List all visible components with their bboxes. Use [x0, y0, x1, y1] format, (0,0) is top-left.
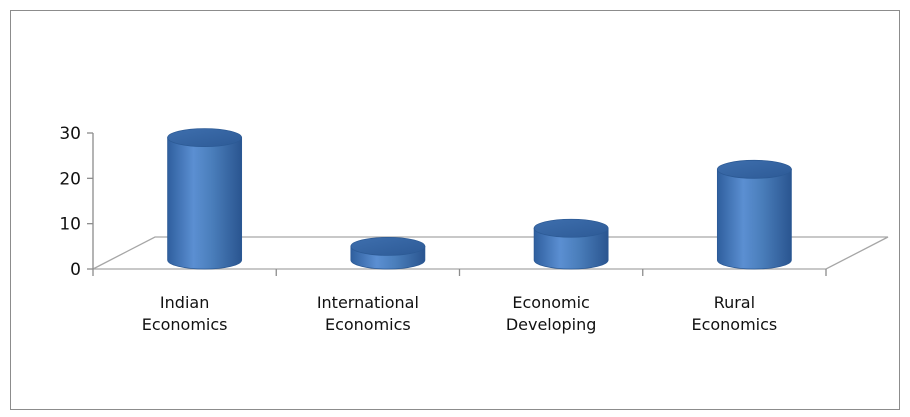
y-tick-label: 20: [59, 169, 81, 189]
bar-top: [716, 159, 792, 179]
x-category-label-line: Rural: [714, 293, 755, 312]
x-category-label-line: Economics: [325, 315, 411, 334]
x-category-label-line: International: [317, 293, 419, 312]
cylinder-bar-chart: 0 10 20 30 Indian Economics International Econ…: [59, 124, 889, 334]
category-axis: Indian Economics International Economics Eco…: [142, 293, 778, 334]
bar-top: [533, 218, 609, 238]
x-category-label-line: Developing: [506, 315, 597, 334]
y-tick-label: 30: [59, 124, 81, 144]
chart-frame: 0 10 20 30 Indian Economics International Econ…: [10, 10, 900, 410]
bar-cylinder: [716, 159, 792, 270]
x-category-label: International Economics: [317, 293, 419, 334]
x-category-label: Economic Developing: [506, 293, 597, 334]
bar-cylinder: [350, 236, 426, 270]
x-category-label-line: Economics: [142, 315, 228, 334]
value-axis: 0 10 20 30: [59, 124, 827, 280]
bar-body: [533, 227, 609, 270]
bars: [167, 128, 792, 270]
bar-top: [350, 236, 426, 256]
bar-cylinder: [533, 218, 609, 270]
x-category-label-line: Indian: [160, 293, 209, 312]
x-category-label: Rural Economics: [691, 293, 777, 334]
bar-cylinder: [167, 128, 243, 270]
bar-top: [167, 128, 243, 147]
bar-body: [716, 168, 792, 270]
y-tick-label: 0: [70, 260, 81, 280]
x-category-label-line: Economic: [512, 293, 589, 312]
x-category-label-line: Economics: [691, 315, 777, 334]
y-tick-label: 10: [59, 215, 81, 235]
bar-body: [167, 137, 243, 270]
x-category-label: Indian Economics: [142, 293, 228, 334]
